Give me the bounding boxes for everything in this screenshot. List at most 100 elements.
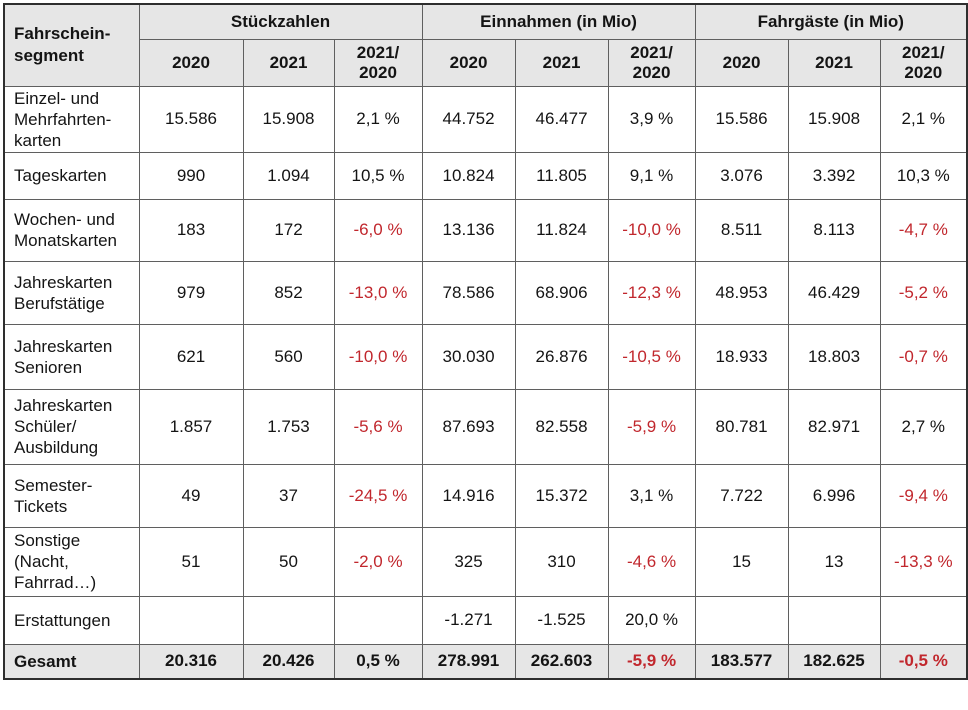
cell-r6-c6: -5,9 % — [607, 388, 696, 465]
cell-r2-c3: 10,5 % — [333, 151, 423, 200]
year-header-2021-g2: 2021 — [514, 38, 609, 87]
cell-r1-c9: 2,1 % — [879, 85, 968, 153]
cell-r4-c8: 46.429 — [787, 260, 881, 325]
year-header-2020-g1: 2020 — [138, 38, 244, 87]
cell-r2-c5: 11.805 — [514, 151, 609, 200]
cell-r9-c3 — [333, 595, 423, 645]
cell-r4-c6: -12,3 % — [607, 260, 696, 325]
cell-r6-c2: 1.753 — [242, 388, 335, 465]
cell-r7-c1: 49 — [138, 463, 244, 528]
cell-r9-c2 — [242, 595, 335, 645]
cell-r10-c8: 182.625 — [787, 643, 881, 680]
cell-r2-c9: 10,3 % — [879, 151, 968, 200]
row-label-10: Gesamt — [3, 643, 140, 680]
cell-r1-c4: 44.752 — [421, 85, 516, 153]
cell-r8-c8: 13 — [787, 526, 881, 597]
cell-r2-c2: 1.094 — [242, 151, 335, 200]
cell-r10-c6: -5,9 % — [607, 643, 696, 680]
cell-r4-c2: 852 — [242, 260, 335, 325]
cell-r3-c6: -10,0 % — [607, 198, 696, 262]
cell-r5-c5: 26.876 — [514, 323, 609, 390]
cell-r8-c2: 50 — [242, 526, 335, 597]
cell-r4-c1: 979 — [138, 260, 244, 325]
cell-r9-c5: -1.525 — [514, 595, 609, 645]
table-row-7: Semester- Tickets 49 37 -24,5 % 14.916 15.372 3… — [3, 463, 968, 528]
cell-r8-c3: -2,0 % — [333, 526, 423, 597]
cell-r5-c4: 30.030 — [421, 323, 516, 390]
cell-r6-c1: 1.857 — [138, 388, 244, 465]
cell-r8-c1: 51 — [138, 526, 244, 597]
cell-r10-c2: 20.426 — [242, 643, 335, 680]
cell-r8-c4: 325 — [421, 526, 516, 597]
year-header-2021-2020-g1: 2021/2020 — [333, 38, 423, 87]
group-header-einnahmen: Einnahmen (in Mio) — [421, 3, 696, 40]
row-label-1: Einzel- und Mehrfahrten-karten — [3, 85, 140, 153]
cell-r9-c6: 20,0 % — [607, 595, 696, 645]
table-row-9: Erstattungen -1.271 -1.525 20,0 % — [3, 595, 968, 645]
cell-r3-c4: 13.136 — [421, 198, 516, 262]
cell-r9-c1 — [138, 595, 244, 645]
cell-r2-c7: 3.076 — [694, 151, 789, 200]
cell-r8-c9: -13,3 % — [879, 526, 968, 597]
cell-r6-c5: 82.558 — [514, 388, 609, 465]
cell-r4-c9: -5,2 % — [879, 260, 968, 325]
cell-r5-c8: 18.803 — [787, 323, 881, 390]
cell-r1-c3: 2,1 % — [333, 85, 423, 153]
year-header-2020-g2: 2020 — [421, 38, 516, 87]
cell-r10-c4: 278.991 — [421, 643, 516, 680]
table-row-1: Einzel- und Mehrfahrten-karten 15.586 15.90… — [3, 85, 968, 153]
table-row-2: Tageskarten 990 1.094 10,5 % 10.824 11.805 9,1… — [3, 151, 968, 200]
row-label-9: Erstattungen — [3, 595, 140, 645]
cell-r10-c9: -0,5 % — [879, 643, 968, 680]
table-row-4: Jahreskarten Berufstätige 979 852 -13,0 % 78.… — [3, 260, 968, 325]
cell-r3-c7: 8.511 — [694, 198, 789, 262]
cell-r7-c7: 7.722 — [694, 463, 789, 528]
cell-r10-c7: 183.577 — [694, 643, 789, 680]
cell-r3-c1: 183 — [138, 198, 244, 262]
cell-r9-c8 — [787, 595, 881, 645]
cell-r7-c3: -24,5 % — [333, 463, 423, 528]
fare-segments-table: Fahrschein- segment Stückzahlen Einnahme… — [3, 3, 968, 680]
cell-r2-c8: 3.392 — [787, 151, 881, 200]
row-label-3: Wochen- und Monatskarten — [3, 198, 140, 262]
cell-r2-c4: 10.824 — [421, 151, 516, 200]
header-group-row: Fahrschein- segment Stückzahlen Einnahme… — [3, 3, 968, 87]
corner-header-line-1: Fahrschein- — [14, 24, 111, 44]
cell-r8-c5: 310 — [514, 526, 609, 597]
header-year-row: 2020 2021 2021/2020 2020 2021 2021/2020 2020 20… — [4, 38, 968, 87]
cell-r6-c7: 80.781 — [694, 388, 789, 465]
year-header-2021-2020-g2: 2021/2020 — [607, 38, 696, 87]
cell-r2-c6: 9,1 % — [607, 151, 696, 200]
cell-r3-c8: 8.113 — [787, 198, 881, 262]
table-row-6: Jahreskarten Schüler/Ausbildung 1.857 1.753… — [3, 388, 968, 465]
cell-r7-c8: 6.996 — [787, 463, 881, 528]
table-row-3: Wochen- und Monatskarten 183 172 -6,0 % 13.13… — [3, 198, 968, 262]
cell-r1-c7: 15.586 — [694, 85, 789, 153]
cell-r4-c3: -13,0 % — [333, 260, 423, 325]
row-label-5: Jahreskarten Senioren — [3, 323, 140, 390]
table-row-10: Gesamt 20.316 20.426 0,5 % 278.991 262.603 -5,… — [3, 643, 968, 680]
cell-r5-c7: 18.933 — [694, 323, 789, 390]
cell-r10-c5: 262.603 — [514, 643, 609, 680]
group-header-stueckzahlen: Stückzahlen — [138, 3, 423, 40]
cell-r9-c9 — [879, 595, 968, 645]
row-label-2: Tageskarten — [3, 151, 140, 200]
cell-r10-c1: 20.316 — [138, 643, 244, 680]
cell-r3-c5: 11.824 — [514, 198, 609, 262]
cell-r1-c8: 15.908 — [787, 85, 881, 153]
year-header-2021-g1: 2021 — [242, 38, 335, 87]
cell-r3-c2: 172 — [242, 198, 335, 262]
cell-r9-c4: -1.271 — [421, 595, 516, 645]
cell-r5-c9: -0,7 % — [879, 323, 968, 390]
cell-r5-c3: -10,0 % — [333, 323, 423, 390]
cell-r8-c6: -4,6 % — [607, 526, 696, 597]
cell-r7-c9: -9,4 % — [879, 463, 968, 528]
cell-r6-c9: 2,7 % — [879, 388, 968, 465]
cell-r7-c6: 3,1 % — [607, 463, 696, 528]
cell-r7-c5: 15.372 — [514, 463, 609, 528]
year-header-2021-2020-g3: 2021/2020 — [879, 38, 968, 87]
group-header-fahrgaeste: Fahrgäste (in Mio) — [694, 3, 968, 40]
table-row-5: Jahreskarten Senioren 621 560 -10,0 % 30.030 2… — [3, 323, 968, 390]
cell-r6-c8: 82.971 — [787, 388, 881, 465]
corner-header-fahrschein-segment: Fahrschein- segment — [3, 3, 140, 87]
